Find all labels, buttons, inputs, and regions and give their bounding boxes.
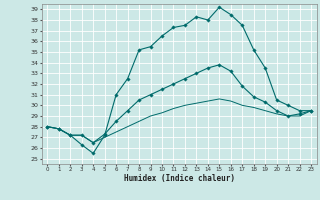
X-axis label: Humidex (Indice chaleur): Humidex (Indice chaleur)	[124, 174, 235, 183]
